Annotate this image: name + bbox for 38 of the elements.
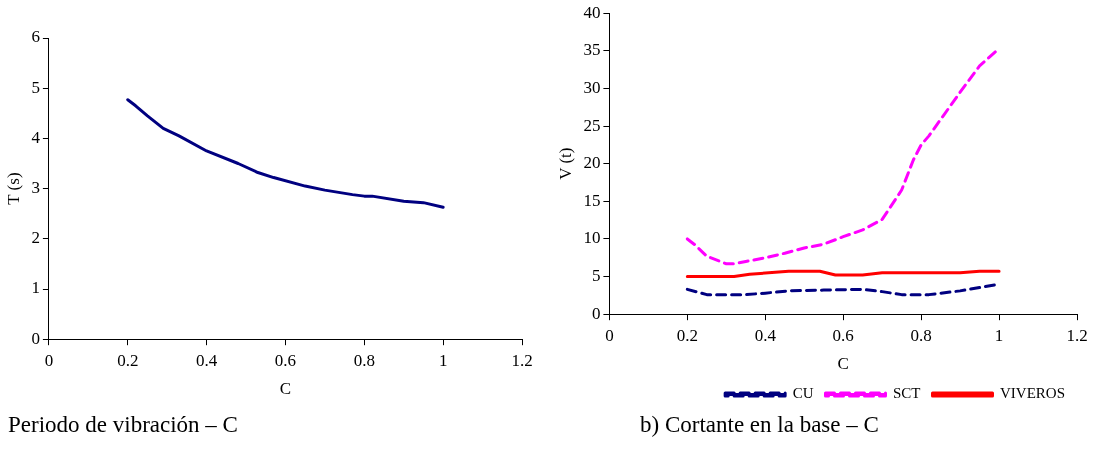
x-tick-label: 1.2 xyxy=(511,350,533,370)
y-tick-label: 20 xyxy=(583,153,601,173)
y-tick-label: 3 xyxy=(31,178,40,198)
x-tick-label: 1.2 xyxy=(1066,325,1088,345)
text: Periodo de vibración – C xyxy=(8,412,238,438)
y-tick-label: 0 xyxy=(591,303,601,323)
x-tick-label: 0.6 xyxy=(832,325,854,345)
legend-label: VIVEROS xyxy=(1000,385,1066,402)
x-tick-label: 0.8 xyxy=(353,350,375,370)
x-axis-title: C xyxy=(837,354,849,374)
x-tick-label: 1 xyxy=(438,350,448,370)
x-tick-label: 0.2 xyxy=(676,325,698,345)
y-tick-label: 35 xyxy=(583,40,601,60)
y-tick-label: 25 xyxy=(583,115,601,135)
legend-label: SCT xyxy=(892,385,921,402)
y-tick-label: 2 xyxy=(31,228,40,248)
y-tick-label: 30 xyxy=(583,77,601,97)
legend-label: CU xyxy=(792,385,814,402)
y-axis-title: V (t) xyxy=(555,147,575,180)
y-tick-label: 4 xyxy=(31,127,41,147)
y-tick-label: 6 xyxy=(31,27,40,47)
x-tick-label: 0.2 xyxy=(117,350,139,370)
x-tick-label: 1 xyxy=(994,325,1004,345)
x-tick-label: 0.4 xyxy=(754,325,777,345)
x-tick-label: 0.6 xyxy=(274,350,297,370)
y-axis-title: T (s) xyxy=(3,172,23,205)
x-tick-label: 0 xyxy=(605,325,614,345)
y-tick-label: 10 xyxy=(583,228,601,248)
x-axis-title: C xyxy=(279,379,292,399)
x-tick-label: 0.8 xyxy=(910,325,932,345)
x-tick-label: 0 xyxy=(44,350,54,370)
y-tick-label: 5 xyxy=(31,77,40,97)
y-tick-label: 5 xyxy=(591,266,601,286)
x-tick-label: 0.4 xyxy=(195,350,218,370)
y-tick-label: 1 xyxy=(31,278,40,298)
y-tick-label: 15 xyxy=(583,190,601,210)
text: b) Cortante en la base – C xyxy=(640,412,879,438)
y-tick-label: 40 xyxy=(583,2,601,22)
